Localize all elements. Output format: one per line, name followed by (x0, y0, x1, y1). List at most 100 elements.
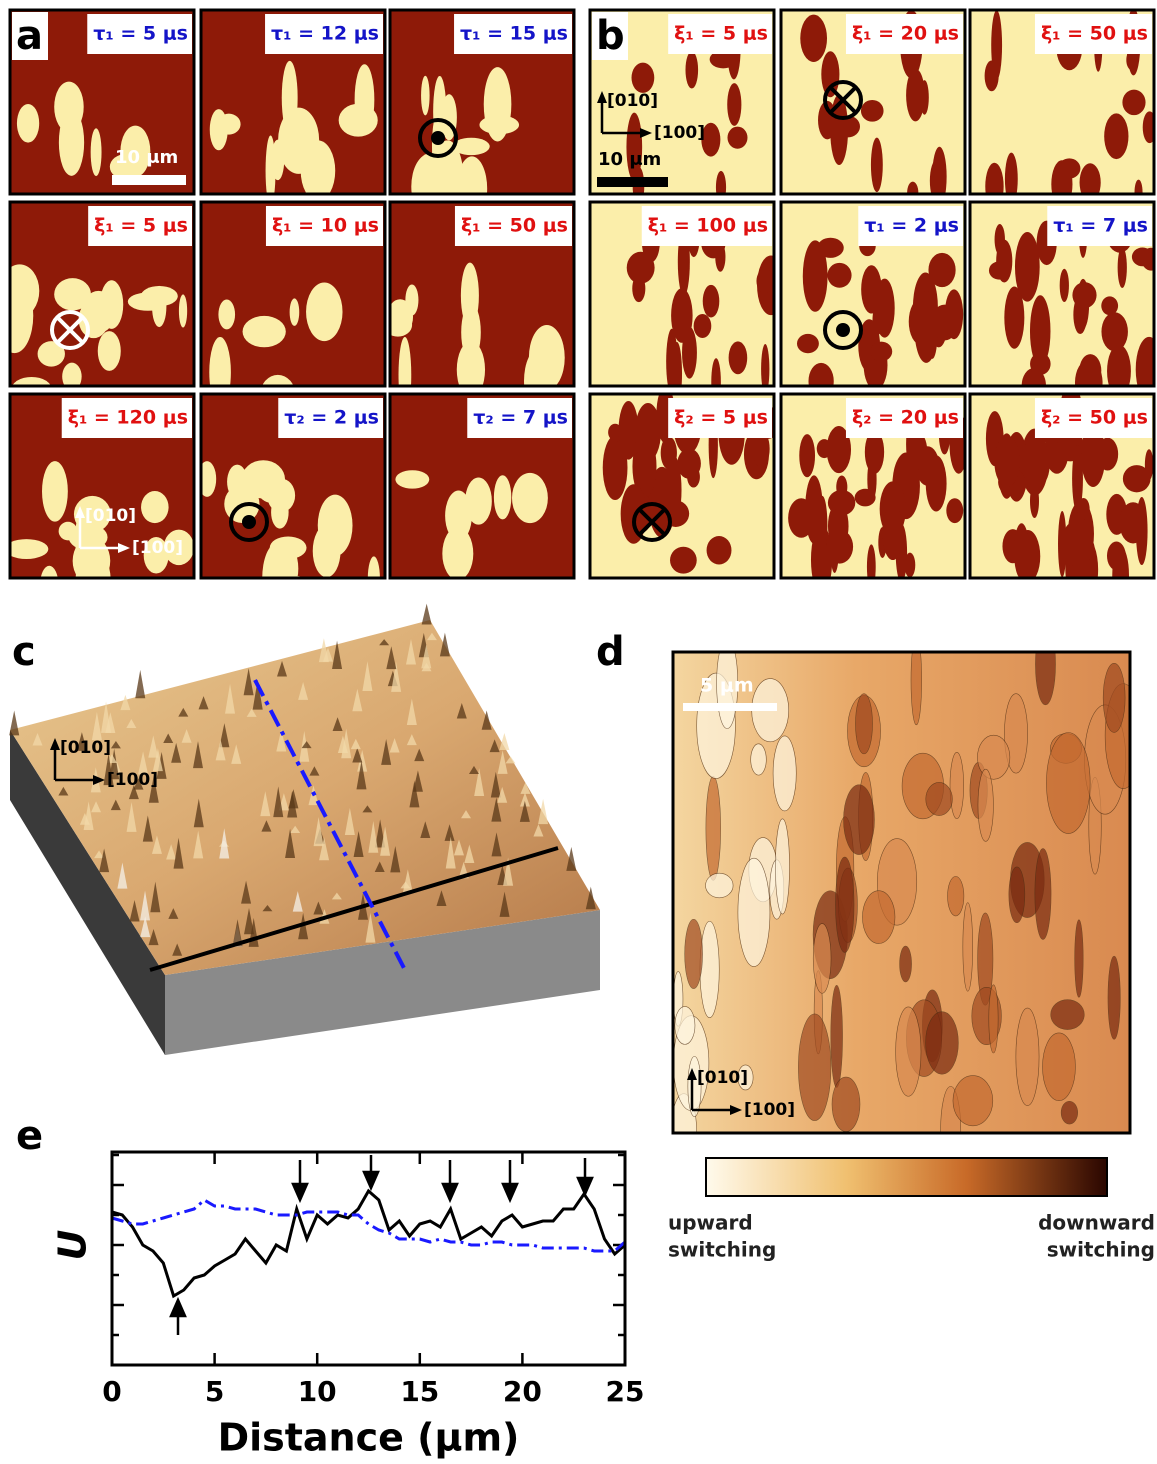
domain (671, 288, 693, 342)
image-tile: ξ₁ = 10 μs (201, 202, 385, 414)
domain (442, 527, 473, 580)
map-domain (836, 857, 855, 952)
map-domain (926, 1012, 959, 1074)
x-tick-label: 10 (298, 1375, 337, 1408)
domain (270, 536, 307, 559)
domain (1062, 523, 1079, 566)
domain (453, 138, 490, 155)
scale-bar-label: 5 μm (700, 675, 754, 697)
colorbar-label: downward (1038, 1211, 1155, 1235)
domain (54, 278, 91, 310)
domain (42, 461, 68, 521)
x-tick-label: 15 (400, 1375, 439, 1408)
domain (512, 473, 548, 523)
scale-bar-label: 10 μm (115, 147, 178, 168)
domain (817, 439, 832, 458)
domain (926, 455, 947, 511)
pulse-label: τ₂ = 2 μs (284, 407, 379, 429)
pulse-label: τ₁ = 15 μs (460, 23, 568, 45)
domain (635, 403, 661, 461)
domain (1080, 163, 1101, 201)
map-domain (700, 921, 719, 1017)
map-domain (685, 919, 703, 988)
map-domain (1108, 956, 1120, 1039)
pulse-label: ξ₂ = 20 μs (852, 407, 959, 429)
axis-label: [010] (85, 506, 136, 526)
data-line (112, 1200, 625, 1251)
domain (920, 80, 929, 115)
domain (1104, 113, 1128, 159)
domain (834, 526, 844, 558)
map-domain (963, 903, 973, 991)
domain (54, 82, 83, 133)
domain (395, 470, 429, 488)
map-domain (832, 1077, 860, 1131)
domain (1030, 484, 1039, 518)
domain (707, 536, 732, 565)
map-domain (1016, 1008, 1039, 1106)
domain (946, 498, 963, 523)
map-domain (773, 736, 796, 811)
domain (821, 51, 839, 97)
domain (872, 305, 882, 336)
image-tile: ξ₁ = 100 μs (590, 202, 785, 405)
panel-label: e (16, 1113, 43, 1159)
map-domain (900, 946, 912, 982)
map-domain (751, 744, 767, 775)
domain (799, 434, 815, 477)
axis-label: [010] (697, 1068, 748, 1088)
surface-peak (422, 604, 432, 625)
domain (670, 547, 697, 574)
image-tile: τ₂ = 2 μs (198, 394, 385, 613)
map-domain (831, 985, 843, 1087)
domain (727, 83, 741, 126)
domain (985, 60, 999, 91)
domain (91, 128, 102, 176)
domain (603, 439, 622, 495)
map-domain (896, 1007, 921, 1096)
domain (40, 566, 58, 604)
domain (995, 224, 1005, 255)
domain (817, 238, 844, 258)
image-tile: τ₁ = 2 μs (781, 202, 965, 399)
axis-label: [100] (107, 770, 158, 790)
domain (243, 316, 286, 347)
map-domain (1046, 732, 1090, 833)
map-domain (953, 1076, 993, 1126)
image-tile: τ₁ = 12 μs (201, 10, 385, 206)
axis-label: [010] (60, 738, 111, 758)
image-tile: τ₁ = 15 μs (390, 10, 574, 221)
domain (479, 115, 519, 134)
domain (1122, 90, 1145, 116)
domain (1073, 295, 1087, 334)
pulse-label: ξ₂ = 50 μs (1041, 407, 1148, 429)
panel-label: d (596, 629, 625, 675)
map-domain (911, 636, 922, 725)
domain (1107, 345, 1131, 398)
axis-label: [100] (744, 1100, 795, 1120)
pulse-label: τ₁ = 12 μs (271, 23, 379, 45)
map-domain (706, 873, 734, 898)
domain (128, 293, 168, 311)
domain (871, 138, 883, 192)
domain (1118, 247, 1127, 288)
domain (98, 331, 121, 371)
map-domain (862, 891, 894, 944)
map-domain (926, 782, 953, 815)
domain (59, 522, 78, 541)
panel-label: c (12, 629, 36, 675)
domain (141, 491, 169, 523)
domain (210, 109, 228, 150)
domain (882, 505, 903, 560)
pulse-label: τ₁ = 7 μs (1053, 215, 1148, 237)
domain (703, 285, 720, 318)
domain (1132, 248, 1153, 267)
domain (994, 436, 1020, 487)
pulse-label: ξ₁ = 100 μs (648, 215, 768, 237)
domain (800, 15, 827, 62)
map-domain (775, 819, 789, 914)
domain (1004, 286, 1024, 348)
map-domain (950, 752, 964, 818)
domain (306, 283, 342, 342)
axis-label: [100] (654, 123, 705, 143)
